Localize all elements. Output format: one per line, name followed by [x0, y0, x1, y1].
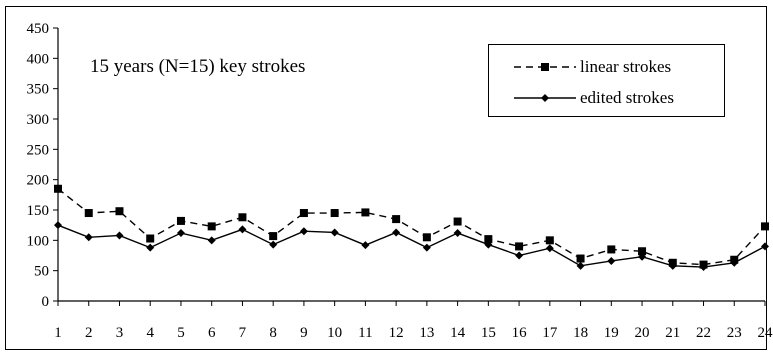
- x-tick-label: 20: [635, 325, 650, 341]
- y-axis: 0 50 100 150 200 250 300 350 400 450: [27, 21, 59, 310]
- data-point: [269, 232, 278, 241]
- data-point: [607, 245, 616, 254]
- data-point: [761, 222, 769, 231]
- x-tick-label: 8: [269, 325, 277, 341]
- data-point: [545, 236, 554, 245]
- x-tick-label: 9: [300, 325, 308, 341]
- x-tick-label: 1: [54, 325, 62, 341]
- legend-marker: [541, 94, 549, 102]
- data-point: [392, 215, 401, 224]
- series-2: [54, 221, 769, 272]
- x-tick-label: 3: [116, 325, 124, 341]
- x-tick-label: 19: [604, 325, 619, 341]
- x-tick-label: 17: [542, 325, 558, 341]
- series-layer: [54, 184, 769, 272]
- x-tick-label: 18: [573, 325, 588, 341]
- y-tick-label: 100: [27, 233, 50, 249]
- data-point: [269, 240, 278, 249]
- x-tick-label: 11: [358, 325, 372, 341]
- data-point: [361, 208, 370, 217]
- legend: linear strokes edited strokes: [488, 44, 725, 117]
- x-tick-label: 16: [512, 325, 528, 341]
- data-point: [84, 209, 93, 218]
- data-point: [207, 236, 216, 245]
- data-point: [238, 225, 247, 234]
- data-point: [330, 209, 339, 218]
- legend-box: [488, 44, 725, 117]
- x-axis: 1 2 3 4 5 6 7 8 9 10 11 12 13 14 15 16 17 18 19 20 21 22 23 24: [54, 300, 773, 341]
- series-line: [57, 224, 766, 268]
- y-tick-label: 150: [27, 203, 50, 219]
- data-point: [607, 256, 616, 265]
- legend-entry: linear strokes: [514, 57, 671, 76]
- data-point: [299, 209, 308, 218]
- data-point: [176, 229, 185, 238]
- x-tick-label: 10: [327, 325, 342, 341]
- legend-label: edited strokes: [580, 88, 674, 107]
- data-point: [638, 252, 647, 261]
- data-point: [176, 216, 185, 225]
- legend-marker: [541, 63, 549, 71]
- data-point: [207, 222, 216, 231]
- data-point: [84, 233, 93, 242]
- y-tick-label: 200: [27, 173, 50, 189]
- x-tick-label: 12: [389, 325, 404, 341]
- legend-entry: edited strokes: [514, 88, 674, 107]
- x-tick-label: 23: [727, 325, 742, 341]
- data-point: [545, 244, 554, 253]
- data-point: [146, 243, 155, 252]
- data-point: [392, 228, 401, 237]
- series-line: [57, 188, 766, 266]
- x-tick-label: 22: [696, 325, 711, 341]
- y-tick-label: 50: [34, 264, 49, 280]
- data-point: [422, 233, 431, 242]
- data-point: [484, 235, 493, 244]
- y-tick-label: 0: [42, 294, 50, 310]
- data-point: [576, 261, 585, 270]
- data-point: [515, 242, 524, 251]
- data-point: [54, 221, 62, 230]
- data-point: [238, 213, 247, 222]
- y-tick-label: 350: [27, 82, 50, 98]
- data-point: [146, 234, 155, 243]
- data-point: [115, 231, 124, 240]
- x-tick-label: 21: [665, 325, 680, 341]
- data-point: [54, 184, 62, 193]
- y-tick-label: 300: [27, 112, 50, 128]
- outer-border: [5, 6, 767, 350]
- x-tick-label: 13: [419, 325, 434, 341]
- x-tick-label: 14: [450, 325, 466, 341]
- data-point: [422, 243, 431, 252]
- data-point: [699, 263, 708, 272]
- x-tick-label: 24: [758, 325, 773, 341]
- x-tick-label: 4: [146, 325, 154, 341]
- data-point: [299, 227, 308, 236]
- x-tick-label: 5: [177, 325, 185, 341]
- data-point: [576, 254, 585, 263]
- y-tick-label: 250: [27, 142, 50, 158]
- x-tick-label: 15: [481, 325, 496, 341]
- data-point: [361, 241, 370, 250]
- x-tick-label: 2: [85, 325, 93, 341]
- data-point: [115, 207, 124, 216]
- series-1: [54, 184, 769, 269]
- data-point: [761, 242, 769, 251]
- data-point: [453, 229, 462, 238]
- data-point: [330, 228, 339, 237]
- y-tick-label: 400: [27, 51, 50, 67]
- data-point: [668, 261, 677, 270]
- y-tick-label: 450: [27, 21, 50, 37]
- chart-title: 15 years (N=15) key strokes: [90, 56, 305, 77]
- data-point: [484, 240, 493, 249]
- x-tick-label: 7: [239, 325, 247, 341]
- legend-label: linear strokes: [580, 57, 671, 76]
- data-point: [453, 217, 462, 226]
- x-tick-label: 6: [208, 325, 216, 341]
- data-point: [515, 251, 524, 260]
- data-point: [730, 258, 739, 267]
- data-point: [638, 247, 647, 256]
